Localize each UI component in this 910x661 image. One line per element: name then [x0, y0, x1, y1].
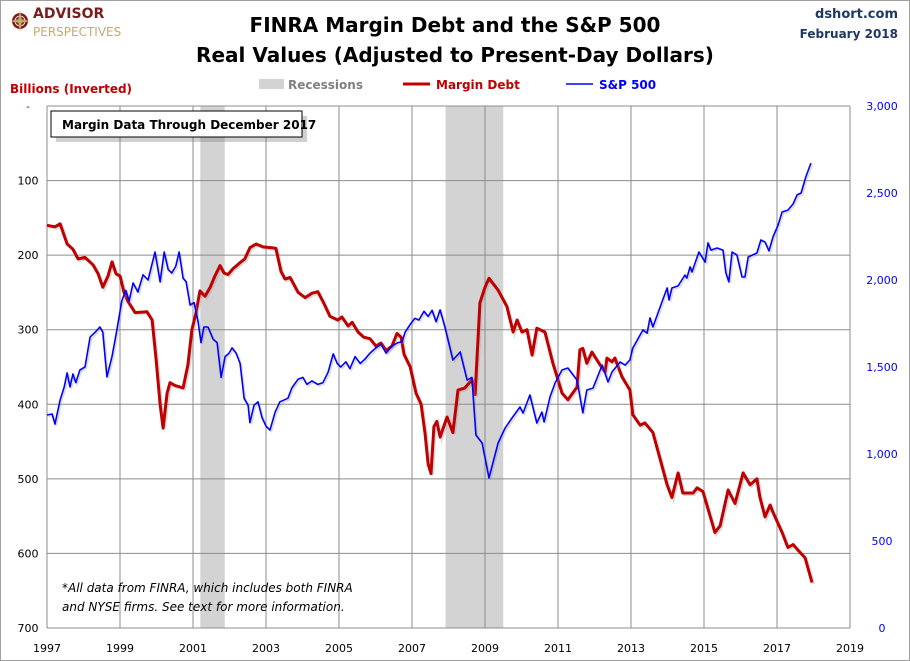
sp500-line: [46, 162, 812, 479]
right-tick-label: 1,500: [866, 361, 898, 374]
right-tick-label: 2,000: [866, 274, 898, 287]
x-tick-label: 2001: [179, 642, 207, 655]
legend-sp500-label: S&P 500: [599, 78, 656, 92]
x-tick-label: 2017: [763, 642, 791, 655]
left-axis-label: Billions (Inverted): [10, 82, 132, 96]
margin-debt-line: [46, 222, 814, 583]
logo-line2: PERSPECTIVES: [33, 25, 121, 39]
gridlines: [46, 105, 851, 629]
compass-icon: [9, 10, 31, 32]
left-tick-label: 600: [18, 547, 39, 560]
footnote-line2: and NYSE firms. See text for more inform…: [62, 600, 345, 614]
source-site: dshort.com: [815, 7, 898, 22]
footnote-line1: *All data from FINRA, which includes bot…: [62, 581, 353, 595]
advisor-perspectives-logo: ADVISOR PERSPECTIVES: [9, 6, 121, 39]
x-tick-label: 2003: [252, 642, 280, 655]
x-tick-label: 2009: [471, 642, 499, 655]
left-tick-label: 400: [18, 398, 39, 411]
right-tick-label: 0: [879, 622, 886, 635]
x-tick-label: 1997: [33, 642, 61, 655]
series-lines: [46, 162, 815, 585]
x-tick-label: 2007: [398, 642, 426, 655]
left-tick-labels: - 100 200 300 400 500 600 700: [18, 100, 39, 635]
right-tick-labels: 0 500 1,000 1,500 2,000 2,500 3,000: [866, 100, 898, 635]
x-tick-label: 2015: [690, 642, 718, 655]
source-date: February 2018: [800, 27, 898, 41]
logo-line1: ADVISOR: [33, 6, 104, 22]
left-tick-label: 300: [18, 324, 39, 337]
legend-margin-debt-label: Margin Debt: [436, 78, 520, 92]
right-tick-label: 1,000: [866, 448, 898, 461]
chart-subtitle: Real Values (Adjusted to Present-Day Dol…: [196, 43, 714, 67]
x-tick-label: 2011: [544, 642, 572, 655]
x-tick-label: 1999: [106, 642, 134, 655]
annotation-box: Margin Data Through December 2017: [50, 110, 316, 142]
left-tick-label: 100: [18, 175, 39, 188]
left-tick-label: 500: [18, 473, 39, 486]
x-tick-labels: 1997 1999 2001 2003 2005 2007 2009 2011 2013 2015…: [33, 642, 864, 655]
left-tick-label: 200: [18, 249, 39, 262]
recession-band: [445, 106, 504, 628]
right-tick-label: 2,500: [866, 187, 898, 200]
legend: Recessions Margin Debt S&P 500: [259, 78, 656, 92]
recession-bands: [200, 106, 504, 628]
right-tick-label: 3,000: [866, 100, 898, 113]
left-tick-label: 700: [18, 622, 39, 635]
annotation-text: Margin Data Through December 2017: [62, 118, 316, 132]
x-tick-label: 2005: [325, 642, 353, 655]
legend-recessions-label: Recessions: [288, 78, 363, 92]
right-tick-label: 500: [872, 535, 893, 548]
left-tick-label: -: [26, 100, 30, 113]
chart-title: FINRA Margin Debt and the S&P 500: [250, 13, 661, 37]
x-tick-label: 2019: [836, 642, 864, 655]
x-tick-label: 2013: [617, 642, 645, 655]
legend-recessions-swatch: [259, 79, 284, 89]
